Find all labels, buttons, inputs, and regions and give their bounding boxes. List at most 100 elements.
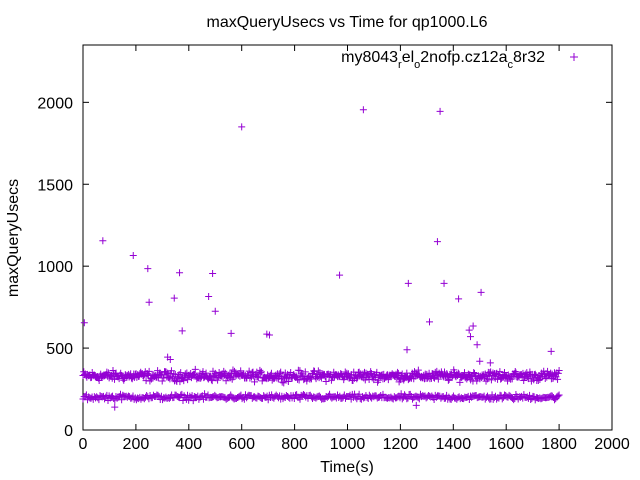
data-point [177,369,185,377]
data-point [511,367,519,375]
x-tick-label: 400 [175,436,202,453]
data-point [176,269,184,277]
data-point [341,368,349,376]
data-point [99,237,107,245]
data-point [455,295,463,303]
data-point [425,318,433,326]
data-point [189,371,197,379]
x-tick-label: 200 [123,436,150,453]
data-point [466,333,474,341]
data-point [469,322,477,330]
y-tick-label: 500 [46,341,73,358]
data-point [80,319,88,327]
data-point [296,367,304,375]
data-point [158,377,166,385]
data-point [456,378,464,386]
data-point [145,367,153,375]
data-point [278,378,286,386]
chart-title: maxQueryUsecs vs Time for qp1000.L6 [206,14,487,31]
x-tick-label: 1400 [436,436,472,453]
x-axis: 0 200 400 600 800 1000 1200 1400 1600 1800 2000 [79,45,630,453]
legend-marker [570,53,578,61]
data-point [209,270,217,278]
data-point [367,368,375,376]
data-point [211,369,219,377]
data-point [508,375,516,383]
data-point [267,369,275,377]
data-point [257,369,265,377]
data-point [202,369,210,377]
data-point [549,375,557,383]
y-tick-label: 0 [64,423,73,440]
data-point [470,368,478,376]
data-point [433,238,441,246]
data-point [496,368,504,376]
data-point [257,368,265,376]
data-point [184,376,192,384]
data-point [145,298,153,306]
data-point [227,374,235,382]
data-point [555,391,563,399]
data-point [144,265,152,273]
x-tick-label: 1600 [488,436,524,453]
data-point [440,279,448,287]
data-point [530,376,538,384]
data-point [197,374,205,382]
data-point [154,391,162,399]
data-point [404,279,412,287]
x-tick-label: 1200 [383,436,419,453]
data-point [101,395,109,403]
data-point [208,377,216,385]
data-point [222,377,230,385]
data-point [118,396,126,404]
data-point [487,376,495,384]
data-point [251,378,259,386]
data-point [434,375,442,383]
data-point [412,401,420,409]
data-point [414,366,422,374]
data-points [79,106,563,411]
data-point [484,375,492,383]
data-point [229,366,237,374]
data-point [436,107,444,115]
x-tick-label: 800 [281,436,308,453]
data-point [364,371,372,379]
data-point [294,375,302,383]
data-point [541,375,549,383]
data-point [534,376,542,384]
data-point [254,373,262,381]
data-point [476,357,484,365]
x-axis-label: Time(s) [320,459,374,476]
legend-label: my8043relo2nofp.cz12ac8r32 [341,49,545,71]
data-point [486,359,494,367]
data-point [191,365,199,373]
data-point [227,329,235,337]
x-tick-label: 1800 [541,436,577,453]
data-point [460,369,468,377]
data-point [520,373,528,381]
data-point [265,331,273,339]
data-point [477,288,485,296]
data-point [284,377,292,385]
data-point [277,368,285,376]
data-point [465,326,473,334]
y-tick-label: 1000 [37,259,73,276]
data-point [127,374,135,382]
data-point [129,252,137,260]
data-point [359,106,367,114]
data-point [280,379,288,387]
y-axis: 0 500 1000 1500 2000 [37,95,612,440]
data-point [494,371,502,379]
data-point [336,271,344,279]
data-point [544,367,552,375]
data-point [170,294,178,302]
x-tick-label: 2000 [594,436,630,453]
data-point [463,375,471,383]
data-point [301,368,309,376]
data-point [162,368,170,376]
data-point [473,341,481,349]
data-point [525,372,533,380]
data-point [554,369,562,377]
data-point [201,390,209,398]
